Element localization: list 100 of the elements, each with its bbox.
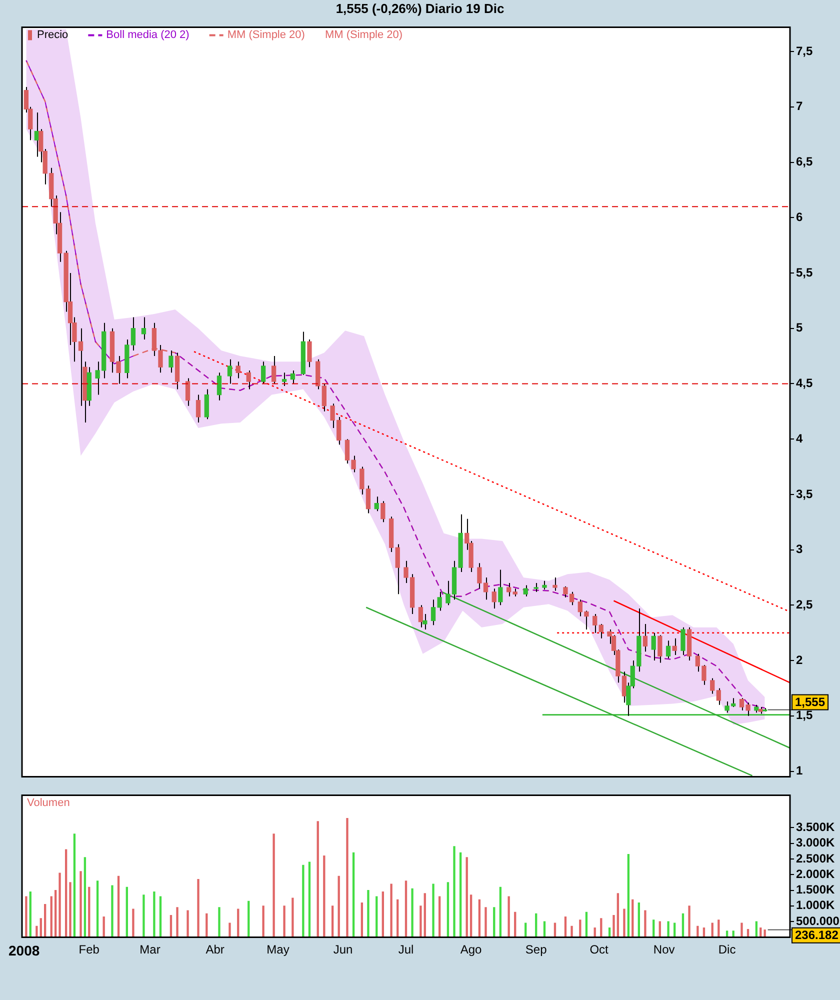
bar [69, 882, 72, 938]
candlestick [374, 496, 379, 512]
legend-label: MM (Simple 20) [227, 29, 305, 42]
y-tick-label: 1.500K [796, 882, 836, 897]
bar [58, 872, 61, 938]
candlestick [642, 624, 648, 652]
bar [499, 886, 502, 938]
bar [579, 920, 582, 938]
y-tick-label: 2,5 [796, 597, 814, 612]
candlestick [260, 361, 266, 384]
bar [36, 926, 38, 938]
bar [438, 896, 441, 938]
bar [570, 926, 573, 938]
x-tick-label: Oct [590, 942, 610, 957]
bar [688, 906, 690, 938]
chart-title: 1,555 (-0,26%) Diario 19 Dic [334, 0, 506, 18]
y-tick-label: 7 [796, 99, 803, 114]
bar [508, 896, 510, 938]
candlestick [271, 356, 276, 384]
x-tick-label: 2008 [8, 942, 40, 958]
candlestick [130, 316, 136, 352]
candlestick [592, 614, 598, 634]
bar [543, 921, 546, 938]
bar [360, 902, 364, 938]
bar [667, 921, 670, 938]
bar [262, 906, 264, 938]
x-tick-label: Ago [460, 942, 482, 957]
y-tick-label: 4 [796, 431, 803, 446]
bar [84, 857, 86, 938]
annotation: MM (Simple 20) [324, 29, 403, 42]
y-tick-label: 1.000K [796, 898, 836, 912]
bar [632, 899, 634, 938]
bar [40, 918, 42, 938]
candlestick [282, 372, 287, 386]
bar [54, 890, 57, 938]
x-tick-label: Sep [525, 942, 548, 957]
bar [316, 821, 319, 938]
bar [644, 910, 646, 938]
x-tick-label: Mar [140, 942, 160, 957]
candlestick [168, 350, 174, 374]
bar [367, 890, 370, 938]
bar [170, 914, 172, 938]
annotation: 236.182 [795, 928, 839, 942]
bar [228, 922, 231, 938]
bar [755, 921, 758, 938]
bar [396, 899, 399, 938]
candlestick [236, 361, 240, 379]
candlestick [498, 569, 503, 606]
bar [44, 904, 46, 938]
y-tick-label: 5,5 [796, 265, 814, 280]
bar [623, 908, 626, 938]
bar [331, 906, 334, 938]
bar [159, 896, 162, 938]
legend-label: Boll media (20 2) [106, 29, 190, 42]
candlestick [666, 640, 671, 659]
bar [718, 920, 720, 938]
bar [453, 846, 456, 938]
candlestick [380, 500, 386, 523]
candlestick [651, 632, 656, 662]
y-tick-label: 3,5 [796, 486, 814, 501]
bar [424, 893, 426, 938]
y-tick-label: 2.500K [796, 851, 836, 866]
bar [376, 896, 378, 938]
bar [308, 862, 311, 938]
bar [96, 880, 99, 938]
bar [638, 902, 640, 938]
bar [88, 886, 90, 938]
bar [292, 898, 294, 938]
candlestick [523, 584, 528, 597]
candlestick [216, 372, 222, 401]
bar [197, 879, 200, 938]
bar [25, 896, 28, 938]
candlestick [598, 624, 604, 639]
bar [478, 899, 481, 938]
bar [627, 854, 630, 938]
bar [600, 918, 602, 938]
candlestick [492, 588, 496, 609]
x-tick-label: Dic [718, 942, 736, 957]
candlestick [227, 358, 232, 384]
bar [612, 914, 615, 938]
y-tick-label: 1,5 [796, 708, 814, 722]
bar [658, 921, 661, 938]
candlestick [680, 626, 686, 656]
bar [484, 907, 487, 938]
x-tick-label: Abr [206, 942, 224, 957]
bar [283, 906, 286, 938]
candlestick [395, 544, 400, 595]
candlestick [204, 388, 209, 420]
bar [248, 900, 250, 938]
y-tick-label: 7,5 [796, 44, 814, 58]
bar [352, 852, 355, 938]
candlestick [418, 604, 424, 628]
bar [432, 884, 434, 938]
x-tick-label: May [266, 942, 290, 957]
bar [446, 882, 450, 938]
candlestick [141, 316, 146, 340]
y-tick-label: 2.000K [796, 866, 836, 881]
bar [404, 880, 408, 938]
candlestick [716, 688, 721, 706]
candlestick [196, 394, 201, 423]
